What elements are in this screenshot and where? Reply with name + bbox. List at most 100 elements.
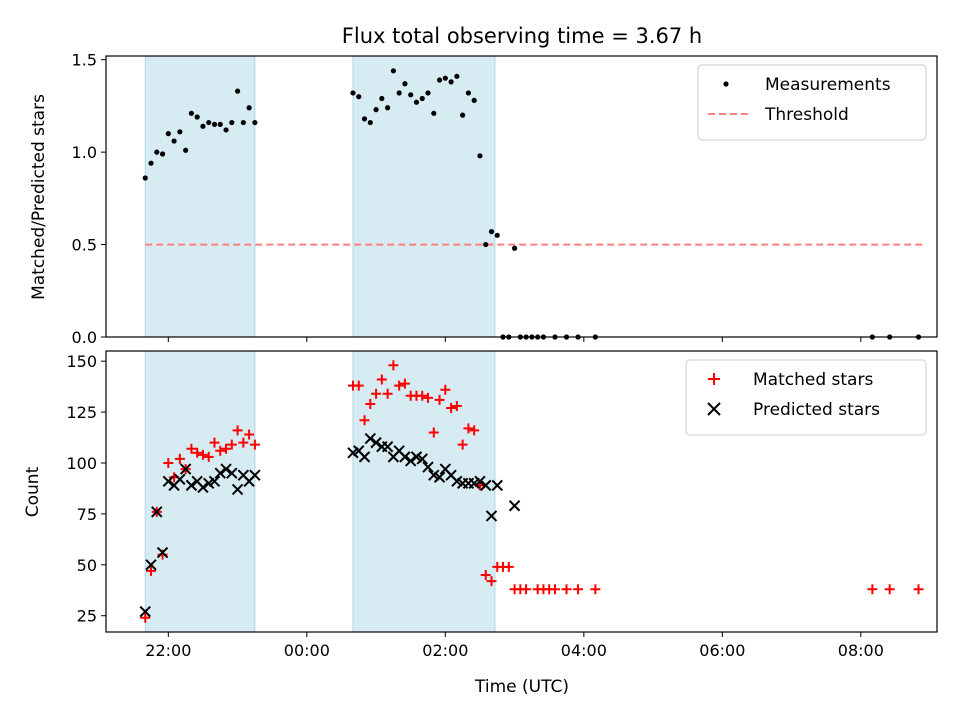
- matched-point: [394, 380, 405, 391]
- data-point: [402, 81, 408, 87]
- data-point: [217, 121, 223, 128]
- matched-point: [382, 388, 393, 399]
- legend: Measurements Threshold: [697, 64, 927, 141]
- matched-point: [203, 451, 214, 462]
- matched-point: [146, 565, 157, 576]
- matched-point: [163, 457, 174, 468]
- predicted-point: [370, 436, 382, 449]
- y-tick-label: 1.0: [72, 143, 97, 162]
- y-tick-label: 1.5: [72, 51, 97, 70]
- y-tick-label: 125: [66, 403, 97, 422]
- matched-point: [174, 453, 185, 464]
- matched-point: [376, 374, 387, 385]
- data-point: [200, 123, 206, 129]
- bottom-panel: 25 50 75 100 125 150 22:00 00:00 02:00 04:00 06:00…: [66, 350, 938, 660]
- matched-point: [232, 425, 243, 436]
- matched-point: [446, 403, 457, 414]
- predicted-point: [156, 546, 169, 559]
- data-point: [425, 90, 431, 96]
- data-point: [408, 92, 414, 98]
- data-point: [373, 107, 379, 113]
- matched-point: [417, 390, 428, 401]
- data-point: [252, 119, 258, 126]
- data-point: [460, 112, 466, 118]
- matched-point: [884, 584, 895, 595]
- predicted-point: [508, 500, 521, 512]
- predicted-point: [220, 463, 232, 475]
- predicted-point: [381, 440, 394, 453]
- legend-label: Predicted stars: [753, 400, 880, 420]
- predicted-point: [231, 483, 244, 496]
- data-point: [350, 90, 356, 96]
- matched-point: [590, 584, 601, 595]
- data-point: [431, 110, 437, 116]
- matched-point: [423, 392, 434, 403]
- predicted-point: [162, 475, 175, 488]
- matched-point: [209, 437, 220, 448]
- data-point: [454, 73, 460, 79]
- data-point: [211, 121, 218, 128]
- data-point: [471, 97, 477, 103]
- legend-x-swatch: [707, 402, 721, 416]
- data-point: [206, 119, 212, 126]
- predicted-point: [151, 506, 163, 518]
- data-point: [488, 229, 495, 235]
- predicted-point: [364, 432, 377, 445]
- data-point: [142, 175, 148, 181]
- plot-area: [144, 56, 925, 337]
- data-point: [165, 131, 171, 137]
- data-point: [494, 232, 500, 238]
- data-point: [465, 90, 472, 96]
- y-tick-label: 100: [66, 454, 97, 473]
- y-tick-label: 50: [77, 556, 97, 575]
- chart-title: Flux total observing time = 3.67 h: [342, 24, 702, 48]
- y-tick-label: 150: [66, 352, 97, 371]
- legend-dot-swatch: [723, 81, 729, 87]
- data-point: [171, 138, 177, 144]
- predicted-point: [226, 467, 238, 479]
- axes-frame: [105, 350, 938, 633]
- observing-window: [144, 56, 256, 337]
- matched-point: [221, 443, 232, 454]
- data-point: [385, 105, 391, 111]
- legend-box: [685, 359, 927, 436]
- matched-point: [226, 439, 237, 450]
- plot-area: [139, 351, 924, 632]
- legend-plus-swatch: [708, 373, 720, 385]
- top-ylabel: Matched/Predicted stars: [29, 94, 49, 300]
- matched-point: [549, 584, 560, 595]
- y-tick-label: 25: [77, 607, 97, 626]
- predicted-point: [197, 481, 209, 494]
- y-tick-label: 75: [77, 505, 97, 524]
- matched-point: [457, 439, 468, 450]
- legend-label: Measurements: [765, 75, 891, 95]
- axes-frame: [105, 55, 938, 338]
- predicted-point: [179, 463, 192, 475]
- matched-point: [249, 439, 260, 450]
- matched-point: [469, 425, 480, 436]
- x-tick-label: 08:00: [838, 641, 884, 660]
- observing-window: [352, 56, 496, 337]
- predicted-point: [185, 479, 198, 492]
- predicted-point: [474, 475, 486, 488]
- data-point: [183, 147, 189, 153]
- predicted-point: [416, 453, 428, 465]
- data-point: [390, 68, 396, 74]
- data-point: [188, 110, 195, 116]
- matched-point: [434, 394, 445, 405]
- matched-point: [867, 584, 878, 595]
- matched-point: [521, 584, 532, 595]
- matched-point: [399, 378, 410, 389]
- data-point: [229, 119, 235, 126]
- y-tick-label: 0.0: [72, 328, 97, 347]
- matched-point: [428, 427, 439, 438]
- x-tick-label: 06:00: [699, 641, 745, 660]
- predicted-point: [208, 475, 221, 488]
- predicted-point: [480, 479, 492, 492]
- matched-point: [463, 423, 474, 434]
- predicted-point: [485, 510, 498, 522]
- matched-point: [238, 437, 249, 448]
- x-tick-label: 04:00: [561, 641, 607, 660]
- data-point: [177, 129, 183, 135]
- xlabel: Time (UTC): [474, 677, 569, 697]
